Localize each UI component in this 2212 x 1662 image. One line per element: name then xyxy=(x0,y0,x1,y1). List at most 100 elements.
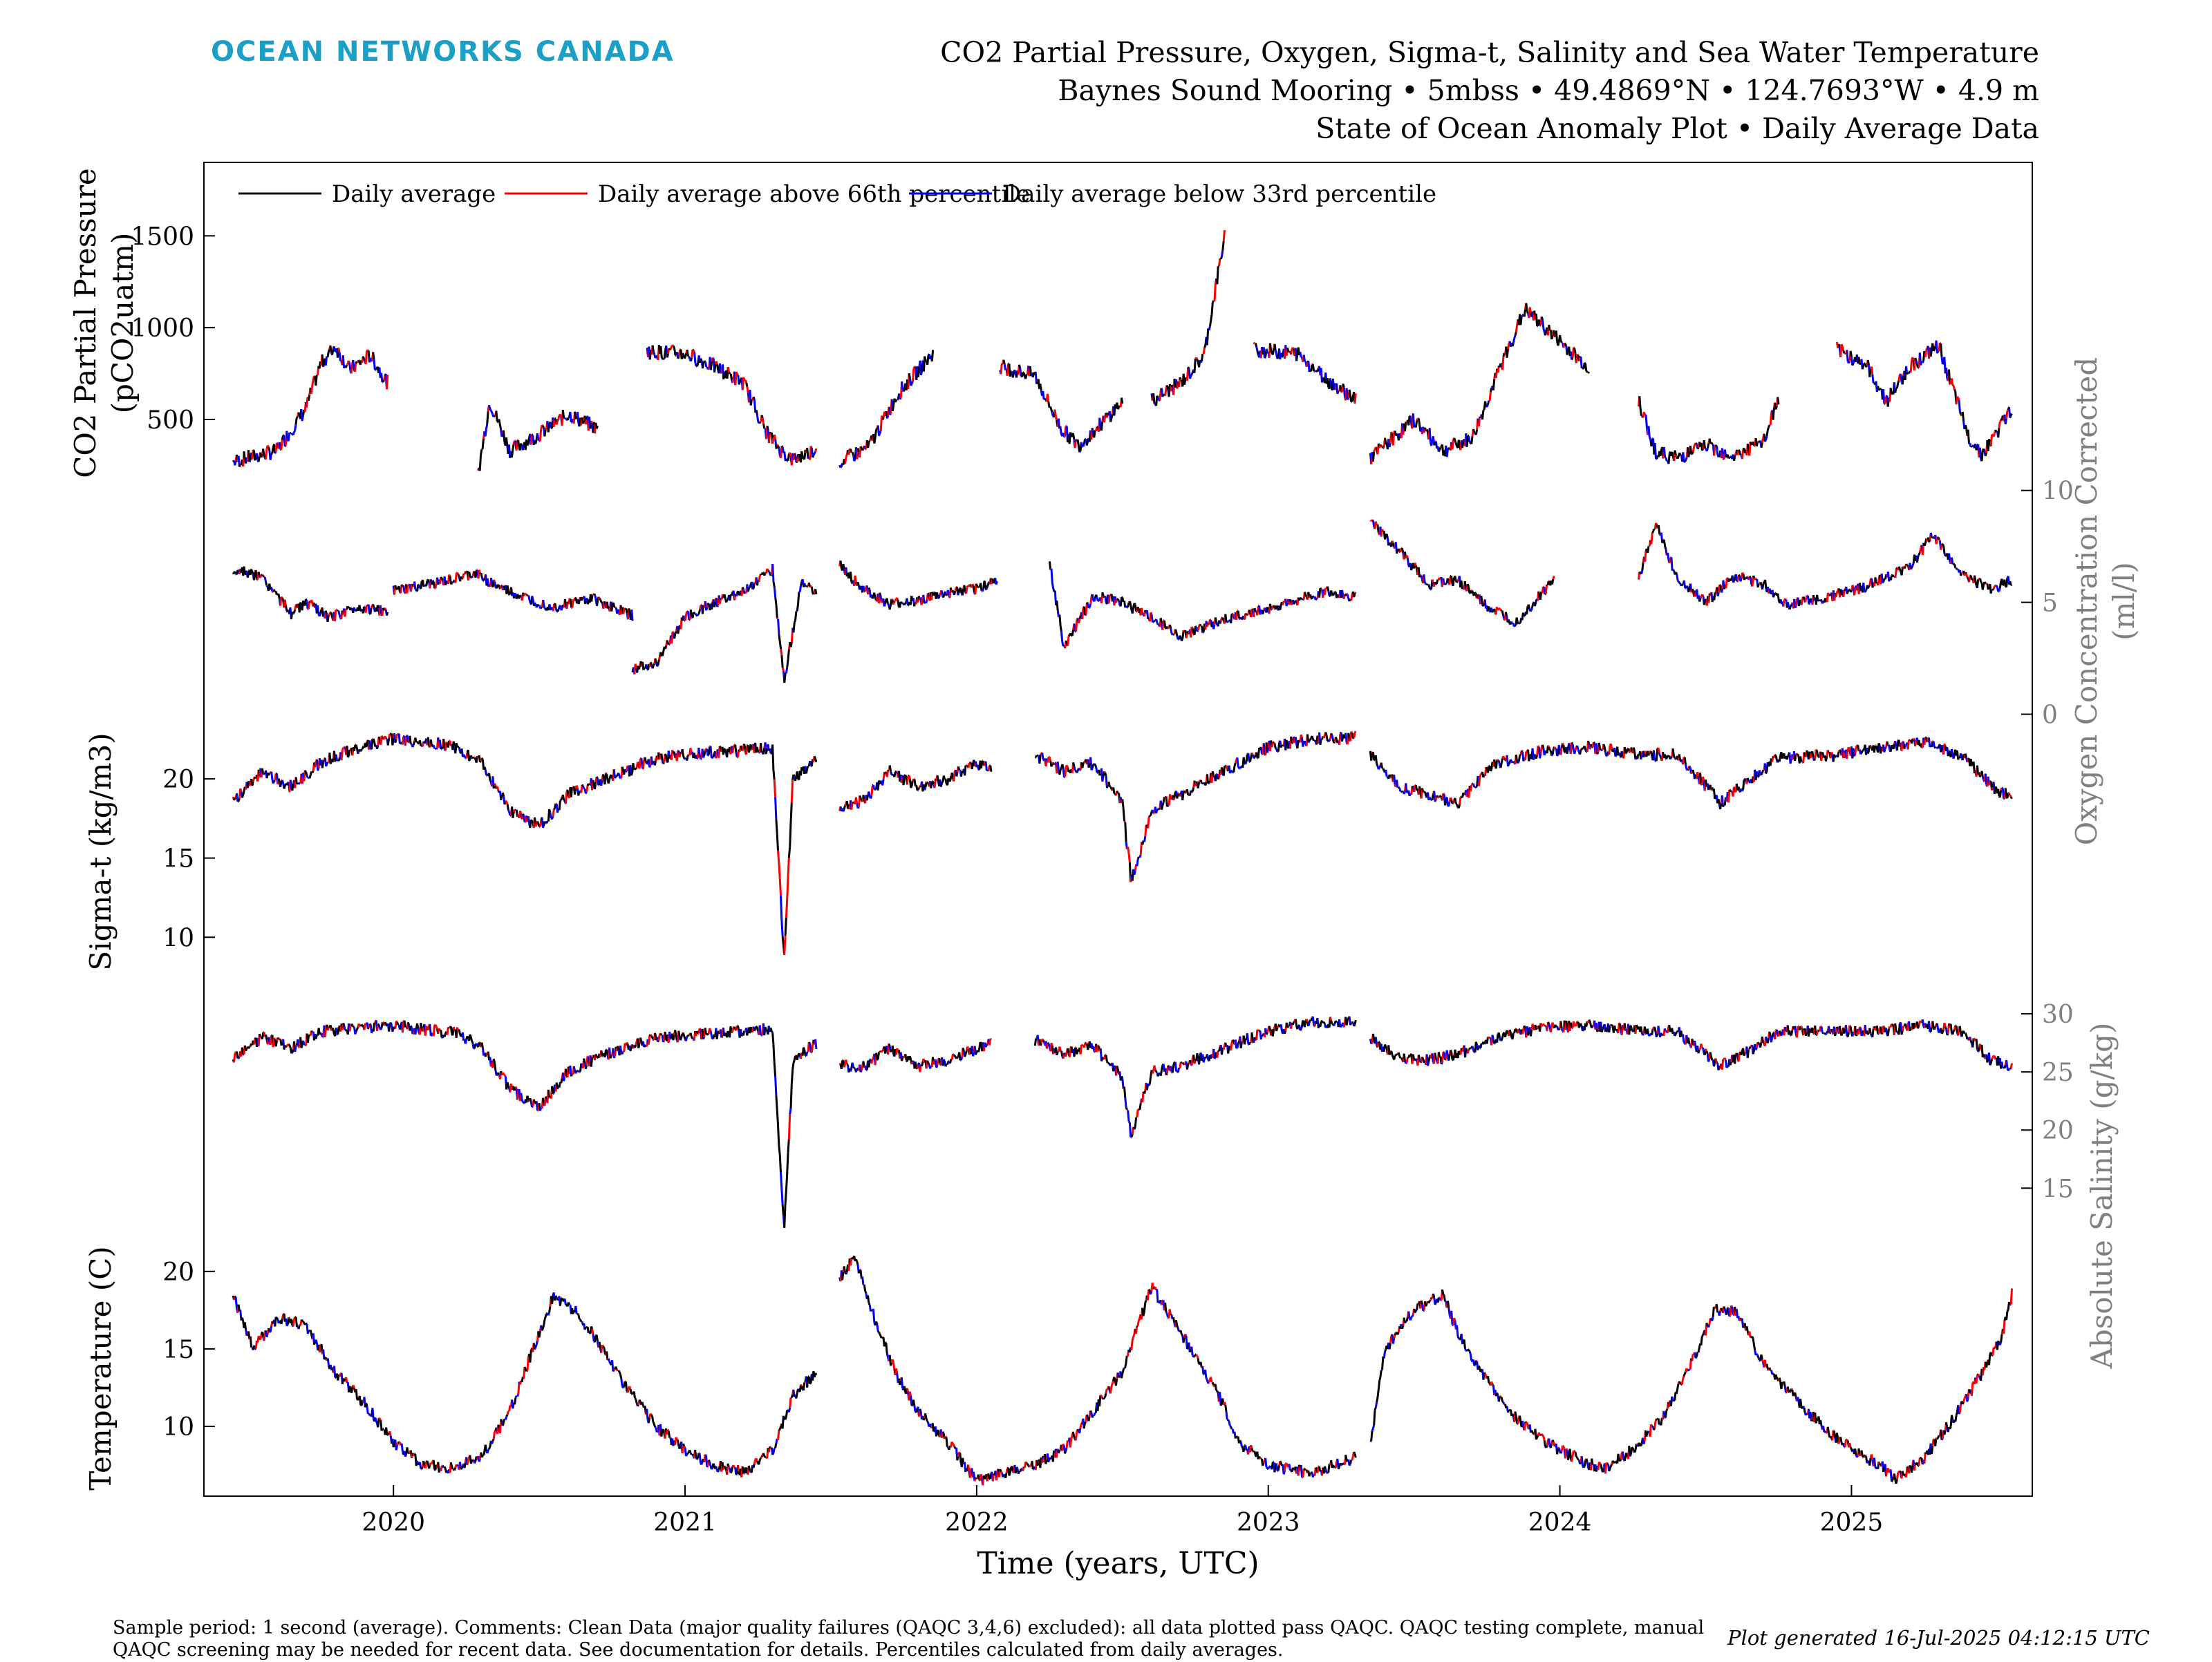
series-line-sigmat xyxy=(1687,769,1688,771)
series-line-oxygen xyxy=(1086,603,1087,614)
series-line-co2 xyxy=(900,398,901,399)
series-line-co2 xyxy=(1350,396,1351,402)
series-line-oxygen xyxy=(469,572,470,577)
series-line-sigmat xyxy=(701,758,702,759)
series-line-sigmat xyxy=(687,755,688,760)
series-line-oxygen xyxy=(1227,621,1228,622)
series-line-co2 xyxy=(1352,395,1353,402)
series-line-sigmat xyxy=(1470,785,1471,791)
series-line-co2 xyxy=(1037,381,1038,384)
series-line-sigmat xyxy=(1847,748,1848,759)
y-axis-label-oxygen: (ml/l) xyxy=(2107,562,2141,641)
series-line-sigmat xyxy=(659,755,660,759)
series-line-sigmat xyxy=(918,788,919,790)
series-line-sigmat xyxy=(860,795,861,797)
series-line-sigmat xyxy=(1540,753,1541,758)
series-line-oxygen xyxy=(1803,597,1804,599)
series-line-co2 xyxy=(653,352,654,355)
series-line-oxygen xyxy=(1671,557,1672,571)
series-line-sigmat xyxy=(1335,737,1336,739)
series-line-co2 xyxy=(1649,437,1650,440)
series-line-sigmat xyxy=(1653,750,1654,761)
series-line-sigmat xyxy=(1140,855,1141,858)
series-line-sigmat xyxy=(326,764,327,766)
series-line-co2 xyxy=(554,418,555,419)
series-line-sigmat xyxy=(1152,810,1153,813)
series-line-co2 xyxy=(287,431,288,441)
series-line-sigmat xyxy=(1091,768,1092,771)
series-line-sigmat xyxy=(1729,790,1730,803)
series-line-co2 xyxy=(1690,446,1691,455)
series-line-sigmat xyxy=(1218,777,1219,780)
y-tick-label-oxygen: 0 xyxy=(2042,701,2058,730)
series-line-oxygen xyxy=(1994,585,1995,586)
series-line-oxygen xyxy=(244,567,245,574)
series-line-oxygen xyxy=(252,572,253,574)
series-line-oxygen xyxy=(387,612,388,616)
series-line-oxygen xyxy=(742,587,743,589)
series-line-co2 xyxy=(1418,418,1419,424)
series-line-oxygen xyxy=(472,576,473,577)
series-line-co2 xyxy=(670,349,671,350)
series-line-co2 xyxy=(1007,363,1008,375)
series-line-sigmat xyxy=(531,820,532,821)
series-line-sigmat xyxy=(395,739,396,743)
series-line-sigmat xyxy=(785,918,786,936)
series-line-co2 xyxy=(1417,419,1418,421)
series-line-oxygen xyxy=(1215,617,1216,623)
series-line-co2 xyxy=(1521,316,1522,317)
series-line-co2 xyxy=(513,444,514,451)
series-line-oxygen xyxy=(1900,569,1901,572)
series-line-co2 xyxy=(667,354,668,357)
series-line-co2 xyxy=(753,397,754,399)
series-line-oxygen xyxy=(526,594,527,595)
series-line-oxygen xyxy=(441,577,442,578)
series-line-oxygen xyxy=(973,586,974,593)
series-line-oxygen xyxy=(1469,587,1470,593)
series-line-sigmat xyxy=(1876,746,1877,749)
series-line-co2 xyxy=(1950,381,1951,385)
series-line-oxygen xyxy=(558,610,559,612)
series-line-co2 xyxy=(1391,432,1392,433)
series-line-oxygen xyxy=(1347,594,1348,598)
series-line-oxygen xyxy=(1788,602,1789,607)
series-line-sigmat xyxy=(593,780,594,786)
series-line-co2 xyxy=(1211,314,1212,321)
series-line-co2 xyxy=(1899,375,1900,381)
series-line-oxygen xyxy=(1783,600,1784,607)
series-line-sigmat xyxy=(540,820,541,827)
series-line-co2 xyxy=(1561,341,1562,343)
series-line-oxygen xyxy=(686,611,687,614)
series-line-oxygen xyxy=(872,596,873,598)
series-line-sigmat xyxy=(1597,752,1598,754)
series-line-oxygen xyxy=(843,564,844,569)
series-line-co2 xyxy=(540,430,541,442)
series-line-oxygen xyxy=(428,579,429,583)
series-line-oxygen xyxy=(1267,607,1268,610)
series-line-co2 xyxy=(1683,452,1684,462)
series-line-oxygen xyxy=(736,593,737,596)
series-line-co2 xyxy=(1552,335,1553,339)
series-line-co2 xyxy=(1468,435,1469,436)
series-line-sigmat xyxy=(385,736,386,739)
series-line-sigmat xyxy=(919,787,920,788)
series-line-co2 xyxy=(335,351,336,352)
series-line-co2 xyxy=(284,435,285,447)
series-line-sigmat xyxy=(1231,771,1232,772)
series-line-co2 xyxy=(858,448,859,453)
series-line-sigmat xyxy=(495,784,496,786)
series-line-oxygen xyxy=(395,585,396,589)
series-line-oxygen xyxy=(604,601,605,604)
series-line-oxygen xyxy=(535,603,536,606)
series-line-sigmat xyxy=(1095,764,1096,767)
series-line-oxygen xyxy=(1981,582,1982,583)
series-line-oxygen xyxy=(1263,610,1264,614)
series-line-oxygen xyxy=(1528,605,1529,609)
series-line-sigmat xyxy=(1832,753,1833,754)
series-line-co2 xyxy=(1315,370,1316,371)
series-line-oxygen xyxy=(515,593,516,596)
series-line-oxygen xyxy=(732,592,733,596)
series-line-oxygen xyxy=(1801,598,1802,605)
series-line-oxygen xyxy=(1796,598,1797,605)
series-line-sigmat xyxy=(342,748,343,750)
